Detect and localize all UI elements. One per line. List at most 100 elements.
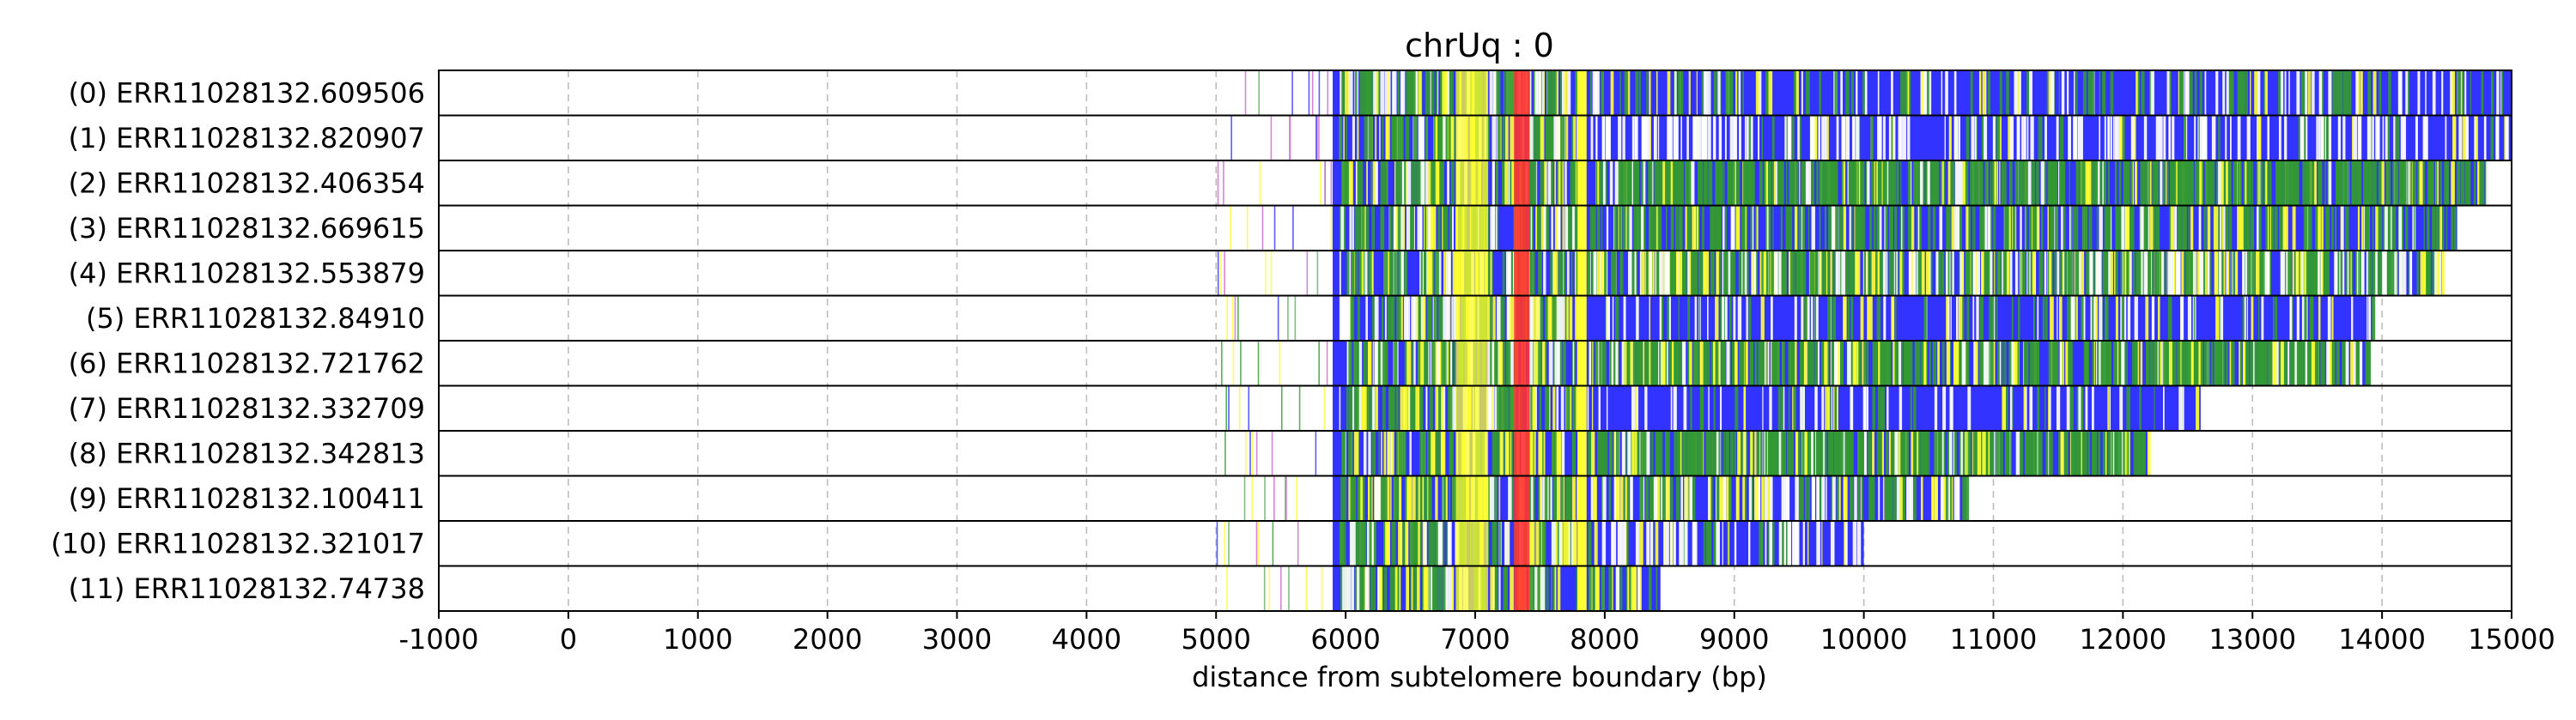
tail-mark bbox=[1899, 385, 1903, 431]
tail-mark bbox=[1697, 160, 1701, 206]
segment-mark bbox=[1398, 160, 1403, 206]
tail-mark bbox=[1762, 385, 1764, 431]
tail-mark bbox=[1907, 475, 1911, 521]
tail-mark bbox=[1806, 431, 1810, 476]
tail-mark bbox=[2096, 205, 2099, 251]
tail-mark bbox=[2172, 341, 2177, 386]
tail-mark bbox=[1873, 205, 1876, 251]
tail-mark bbox=[1760, 160, 1763, 206]
segment-mark bbox=[1554, 70, 1558, 116]
segment-mark bbox=[1496, 70, 1501, 116]
segment-mark bbox=[1355, 385, 1357, 431]
tail-mark bbox=[1597, 341, 1600, 386]
tail-mark bbox=[1707, 341, 1710, 386]
tail-mark bbox=[1838, 341, 1840, 386]
tail-mark bbox=[2355, 70, 2359, 116]
early-mark bbox=[1318, 341, 1320, 386]
tail-mark bbox=[2282, 341, 2286, 386]
tail-mark bbox=[2237, 205, 2241, 251]
segment-mark bbox=[1376, 295, 1379, 341]
tail-mark bbox=[1656, 341, 1659, 386]
tail-mark bbox=[2031, 160, 2036, 206]
tail-mark bbox=[1867, 295, 1870, 341]
tail-mark bbox=[1767, 475, 1771, 521]
tail-mark bbox=[1912, 251, 1916, 296]
tail-mark bbox=[1668, 160, 1671, 206]
tail-mark bbox=[2033, 295, 2035, 341]
tail-mark bbox=[2126, 341, 2128, 386]
tail-mark bbox=[2028, 205, 2032, 251]
tail-mark bbox=[1668, 295, 1671, 341]
tail-mark bbox=[2233, 341, 2235, 386]
segment-mark bbox=[1442, 70, 1447, 116]
tail-mark bbox=[1863, 431, 1867, 476]
tail-mark bbox=[2063, 160, 2066, 206]
segment-mark bbox=[1406, 205, 1411, 251]
segment-mark bbox=[1538, 70, 1541, 116]
tail-mark bbox=[2237, 115, 2241, 160]
tail-mark bbox=[1824, 341, 1828, 386]
tail-mark bbox=[2251, 251, 2256, 296]
tail-mark bbox=[1719, 475, 1723, 521]
segment-mark bbox=[1443, 251, 1446, 296]
tail-mark bbox=[2021, 115, 2024, 160]
tail-mark bbox=[1844, 521, 1848, 566]
segment-mark bbox=[1530, 205, 1533, 251]
segment-mark bbox=[1543, 251, 1546, 296]
tail-mark bbox=[1613, 431, 1617, 476]
tail-mark bbox=[1802, 521, 1805, 566]
tail-mark bbox=[1783, 431, 1785, 476]
tail-mark bbox=[1868, 205, 1873, 251]
tail-mark bbox=[1925, 160, 1929, 206]
tail-mark bbox=[1738, 251, 1742, 296]
tail-mark bbox=[2084, 431, 2087, 476]
tail-mark bbox=[2306, 251, 2308, 296]
segment-mark bbox=[1416, 160, 1421, 206]
tail-mark bbox=[1950, 251, 1953, 296]
tail-mark bbox=[1984, 341, 1986, 386]
segment-mark bbox=[1554, 341, 1559, 386]
tail-mark bbox=[2466, 115, 2469, 160]
segment-mark bbox=[1355, 521, 1359, 566]
segment-mark bbox=[1443, 205, 1447, 251]
tail-mark bbox=[2027, 160, 2032, 206]
tail-mark bbox=[1886, 385, 1889, 431]
tail-mark bbox=[2202, 115, 2206, 160]
tail-mark bbox=[2366, 160, 2368, 206]
tail-mark bbox=[2145, 341, 2148, 386]
tail-mark bbox=[1857, 431, 1861, 476]
segment-mark bbox=[1423, 431, 1426, 476]
tail-mark bbox=[2355, 160, 2358, 206]
red-block bbox=[1514, 115, 1530, 160]
tail-mark bbox=[1984, 160, 1987, 206]
tail-mark bbox=[1854, 251, 1858, 296]
tail-mark bbox=[1876, 431, 1880, 476]
yellow-stripe bbox=[1577, 70, 1587, 116]
tail-mark bbox=[1805, 70, 1808, 116]
tail-mark bbox=[1893, 341, 1896, 386]
tail-mark bbox=[2178, 341, 2181, 386]
yellow-block bbox=[1455, 521, 1489, 566]
tail-mark bbox=[2306, 251, 2310, 296]
tail-mark bbox=[2433, 160, 2434, 206]
tail-mark bbox=[1743, 431, 1747, 476]
segment-mark bbox=[1431, 431, 1436, 476]
segment-mark bbox=[1349, 431, 1353, 476]
early-mark bbox=[1224, 251, 1225, 296]
segment-mark bbox=[1489, 475, 1495, 521]
segment-mark bbox=[1417, 205, 1422, 251]
tail-mark bbox=[1971, 115, 1975, 160]
tail-mark bbox=[2365, 341, 2367, 386]
tail-mark bbox=[2049, 160, 2052, 206]
segment-mark bbox=[1442, 205, 1444, 251]
tail-mark bbox=[1680, 521, 1684, 566]
tail-mark bbox=[1667, 70, 1671, 116]
red-block bbox=[1514, 251, 1530, 296]
early-mark bbox=[1246, 205, 1249, 251]
tail-mark bbox=[1957, 160, 1960, 206]
tail-mark bbox=[1772, 205, 1774, 251]
tail-mark bbox=[2149, 160, 2152, 206]
tail-mark bbox=[2015, 431, 2020, 476]
tail-mark bbox=[1758, 70, 1762, 116]
segment-mark bbox=[1543, 70, 1545, 116]
